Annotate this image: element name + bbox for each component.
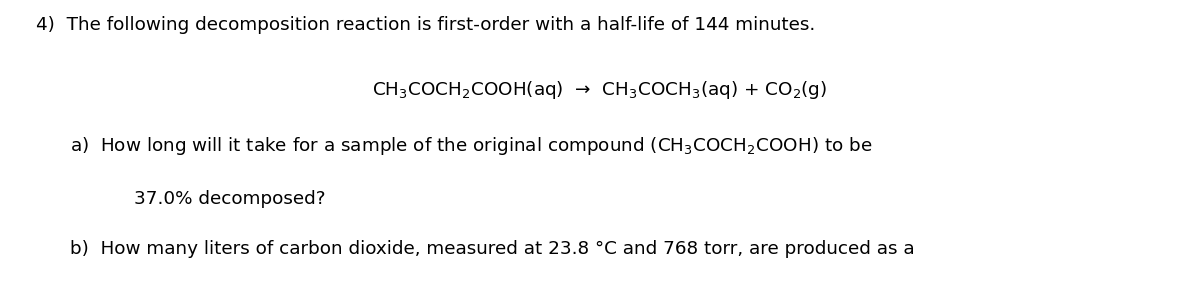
Text: 37.0% decomposed?: 37.0% decomposed?: [134, 190, 326, 208]
Text: b)  How many liters of carbon dioxide, measured at 23.8 °C and 768 torr, are pro: b) How many liters of carbon dioxide, me…: [70, 240, 914, 258]
Text: CH$_3$COCH$_2$COOH(aq)  →  CH$_3$COCH$_3$(aq) + CO$_2$(g): CH$_3$COCH$_2$COOH(aq) → CH$_3$COCH$_3$(…: [372, 79, 828, 101]
Text: a)  How long will it take for a sample of the original compound (CH$_3$COCH$_2$C: a) How long will it take for a sample of…: [70, 135, 872, 157]
Text: 4)  The following decomposition reaction is first-order with a half-life of 144 : 4) The following decomposition reaction …: [36, 16, 815, 34]
Text: 10.0 g sample of CH$_3$COCH$_2$COOH decomposes for 6.38 hours. (Ignore the aqueo: 10.0 g sample of CH$_3$COCH$_2$COOH deco…: [134, 293, 905, 294]
